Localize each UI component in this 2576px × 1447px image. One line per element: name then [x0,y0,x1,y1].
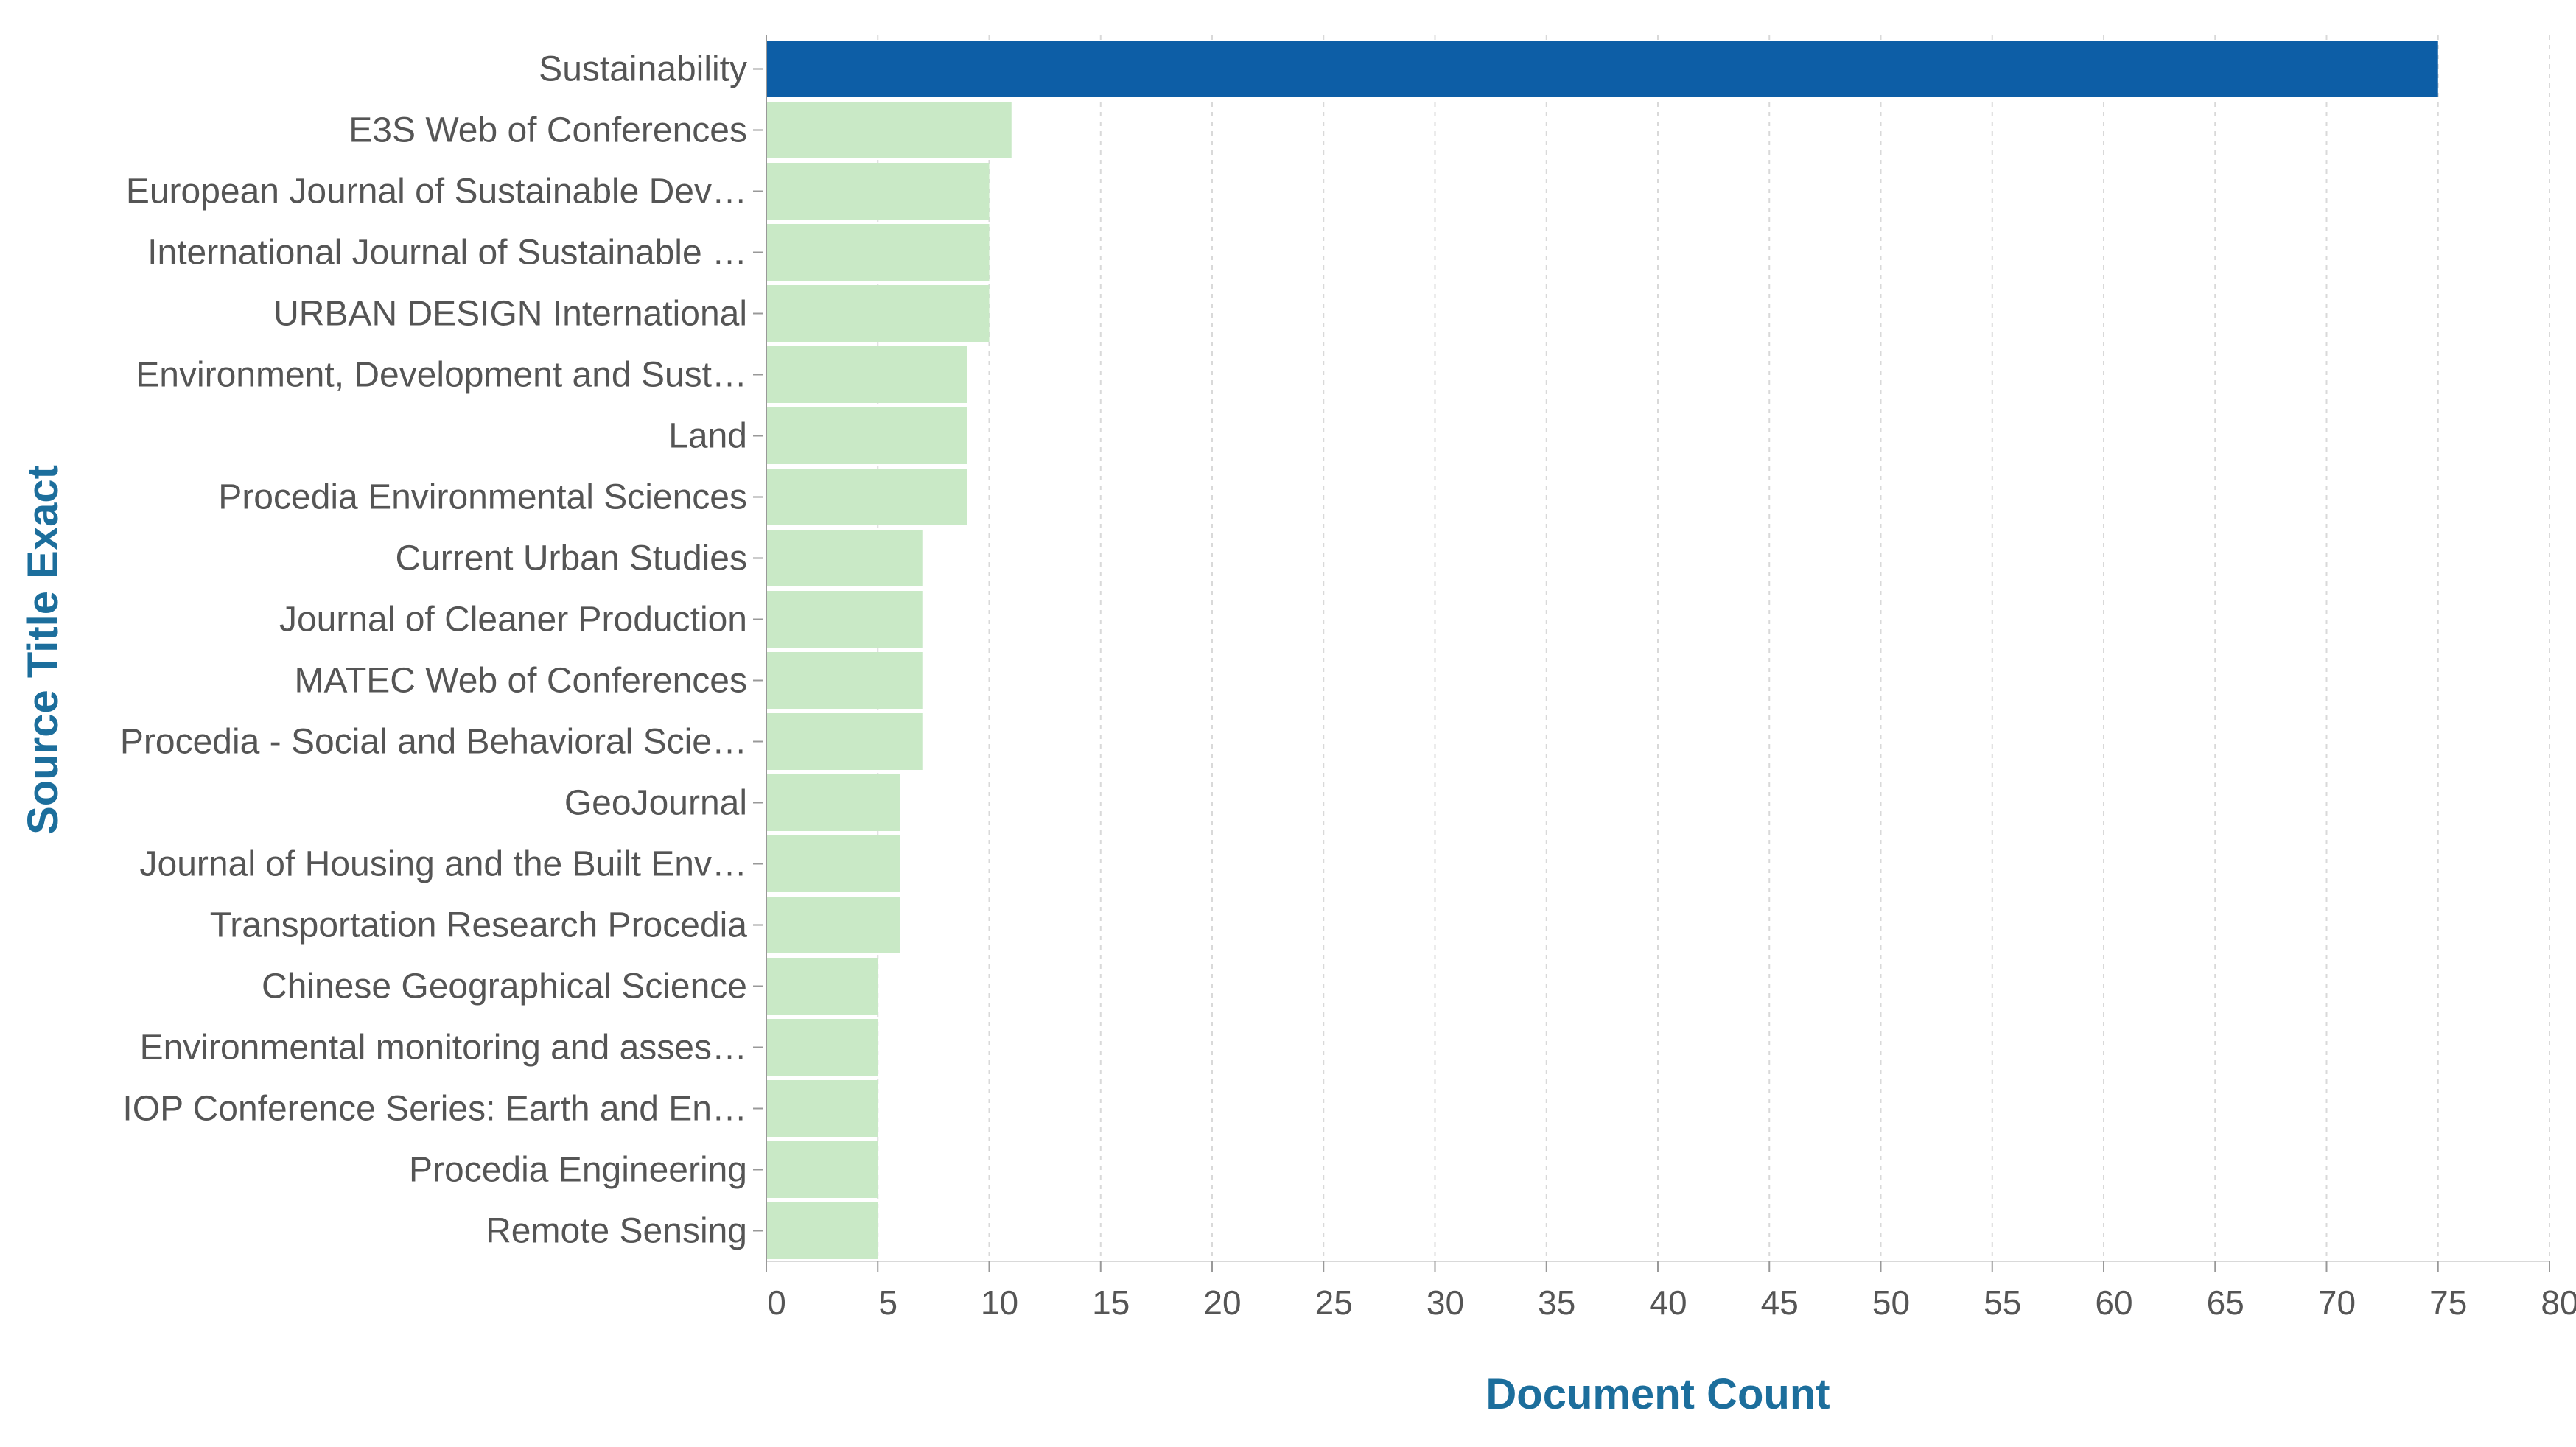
y-axis: Sustainability E3S Web of Conferences Euro… [120,35,767,1261]
y-tick-label: Procedia - Social and Behavioral Scie… [120,723,747,762]
y-tick-label: Journal of Cleaner Production [279,600,747,640]
bar-5[interactable] [766,285,990,342]
y-tick-label: URBAN DESIGN International [273,295,747,334]
y-axis-title: Source Title Exact [19,465,67,835]
y-tick-label: Procedia Environmental Sciences [218,478,747,517]
x-tick-label: 40 [1649,1283,1687,1322]
grid-layer [877,35,2550,1261]
bar-7[interactable] [766,407,967,464]
bar-19[interactable] [766,1141,878,1198]
y-tick-label: Procedia Engineering [409,1151,747,1190]
bar-13[interactable] [766,774,900,831]
bar-8[interactable] [766,469,967,525]
bar-16[interactable] [766,958,878,1015]
bar-12[interactable] [766,713,923,770]
x-tick-label: 45 [1761,1283,1799,1322]
bar-6[interactable] [766,346,967,403]
y-tick-label: Environment, Development and Sust… [136,356,747,395]
bars-layer [766,41,2438,1259]
x-tick-label: 25 [1315,1283,1353,1322]
y-tick-label: Sustainability [539,50,747,89]
bar-2[interactable] [766,102,1012,158]
x-tick-label: 60 [2095,1283,2132,1322]
bar-3[interactable] [766,163,990,220]
x-axis-title: Document Count [1485,1370,1830,1418]
bar-14[interactable] [766,835,900,892]
y-tick-label: Remote Sensing [486,1212,747,1251]
x-tick-label: 80 [2541,1283,2576,1322]
y-tick-label: E3S Web of Conferences [349,111,747,150]
bar-20[interactable] [766,1202,878,1259]
x-tick-label: 55 [1984,1283,2021,1322]
x-tick-label: 10 [981,1283,1018,1322]
x-tick-label: 50 [1872,1283,1910,1322]
bar-10[interactable] [766,591,923,648]
y-tick-label: Environmental monitoring and asses… [140,1029,747,1068]
x-tick-label: 5 [878,1283,897,1322]
x-axis: 0 5 10 15 20 25 30 35 40 45 50 55 60 65 70 75 80 [766,1261,2576,1322]
bar-9[interactable] [766,530,923,586]
x-tick-label: 0 [767,1283,786,1322]
bar-1[interactable] [766,41,2438,97]
y-tick-label: Chinese Geographical Science [262,967,747,1006]
bar-4[interactable] [766,224,990,281]
x-tick-label: 75 [2429,1283,2467,1322]
x-tick-label: 70 [2318,1283,2356,1322]
y-tick-label: Journal of Housing and the Built Env… [140,845,747,884]
bar-18[interactable] [766,1080,878,1137]
x-tick-label: 15 [1092,1283,1130,1322]
y-tick-label: Current Urban Studies [395,539,747,578]
x-tick-label: 65 [2207,1283,2244,1322]
y-tick-label: European Journal of Sustainable Dev… [126,172,747,211]
bar-17[interactable] [766,1019,878,1076]
y-tick-label: GeoJournal [564,784,747,823]
x-tick-label: 35 [1538,1283,1575,1322]
y-tick-label: Transportation Research Procedia [210,906,748,945]
y-tick-label: Land [668,417,747,456]
x-tick-label: 30 [1427,1283,1464,1322]
y-tick-label: IOP Conference Series: Earth and En… [122,1090,747,1129]
y-tick-label: International Journal of Sustainable … [147,234,747,273]
x-tick-label: 20 [1203,1283,1241,1322]
bar-15[interactable] [766,897,900,953]
bar-11[interactable] [766,652,923,709]
y-tick-label: MATEC Web of Conferences [295,662,747,701]
